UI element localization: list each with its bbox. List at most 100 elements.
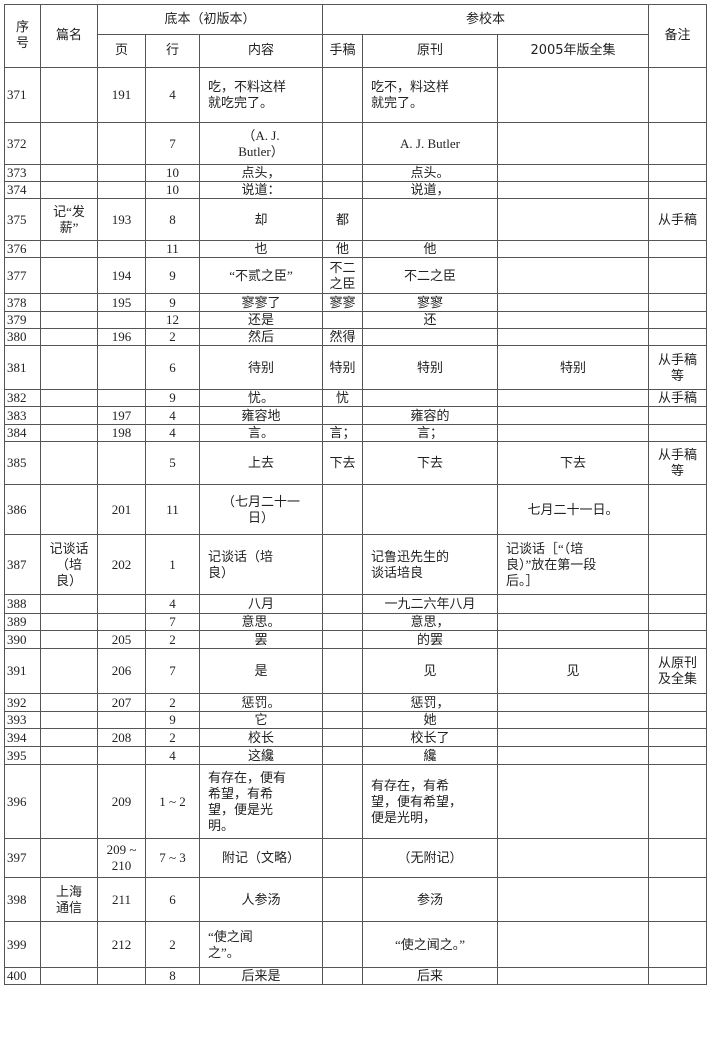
cell-title bbox=[40, 424, 98, 442]
cell-manuscript: 言； bbox=[322, 424, 364, 442]
cell-title bbox=[40, 613, 98, 631]
cell-seq: 379 bbox=[4, 311, 41, 329]
cell-line: 12 bbox=[145, 311, 200, 329]
cell-manuscript bbox=[322, 67, 364, 123]
cell-note: 从手稿 bbox=[648, 389, 708, 407]
header-seq: 序 号 bbox=[4, 4, 41, 68]
cell-content: 雍容地 bbox=[198, 406, 324, 425]
cell-manuscript bbox=[322, 728, 364, 747]
cell-content: 这纔 bbox=[198, 746, 324, 765]
table-row: 384 198 4 言。 言； 言； bbox=[4, 424, 708, 442]
cell-manuscript bbox=[322, 630, 364, 649]
cell-line: 4 bbox=[145, 424, 200, 442]
table-row: 390 205 2 罢 的罢 bbox=[4, 630, 708, 649]
cell-seq: 397 bbox=[4, 838, 41, 878]
cell-content: 然后 bbox=[198, 328, 324, 346]
cell-line: 4 bbox=[145, 406, 200, 425]
table-row: 386 201 11 （七月二十一 日） 七月二十一日。 bbox=[4, 484, 708, 535]
cell-title bbox=[40, 406, 98, 425]
cell-content: 点头， bbox=[198, 164, 324, 182]
cell-note: 从手稿 等 bbox=[648, 345, 708, 390]
cell-manuscript: 寥寥 bbox=[322, 293, 364, 312]
cell-note bbox=[648, 484, 708, 535]
cell-seq: 390 bbox=[4, 630, 41, 649]
cell-page: 193 bbox=[97, 198, 146, 241]
cell-title bbox=[40, 921, 98, 968]
cell-page: 207 bbox=[97, 693, 146, 712]
cell-manuscript: 都 bbox=[322, 198, 364, 241]
cell-title bbox=[40, 746, 98, 765]
cell-content: 忧。 bbox=[198, 389, 324, 407]
cell-page: 211 bbox=[97, 877, 146, 922]
cell-manuscript bbox=[322, 838, 364, 878]
cell-manuscript: 特别 bbox=[322, 345, 364, 390]
cell-edition2005: 记谈话［“（培 良）”放在第一段 后。］ bbox=[497, 534, 650, 595]
table-row: 389 7 意思。 意思， bbox=[4, 613, 708, 631]
cell-original: 纔 bbox=[362, 746, 499, 765]
cell-line: 7 bbox=[145, 648, 200, 694]
cell-line: 9 bbox=[145, 389, 200, 407]
cell-title bbox=[40, 293, 98, 312]
cell-title bbox=[40, 764, 98, 839]
cell-manuscript bbox=[322, 594, 364, 614]
cell-page: 209 bbox=[97, 764, 146, 839]
table-row: 400 8 后来是 后来 bbox=[4, 967, 708, 985]
cell-note bbox=[648, 594, 708, 614]
cell-manuscript bbox=[322, 648, 364, 694]
cell-note: 从原刊 及全集 bbox=[648, 648, 708, 694]
table-row: 383 197 4 雍容地 雍容的 bbox=[4, 406, 708, 425]
header-edition2005: 2005年版全集 bbox=[497, 34, 650, 68]
cell-content: 寥寥了 bbox=[198, 293, 324, 312]
cell-original: 见 bbox=[362, 648, 499, 694]
cell-page bbox=[97, 240, 146, 258]
cell-title bbox=[40, 711, 98, 729]
cell-original bbox=[362, 484, 499, 535]
cell-content: 意思。 bbox=[198, 613, 324, 631]
cell-note bbox=[648, 877, 708, 922]
cell-content: 附记（文略） bbox=[198, 838, 324, 878]
table-row: 385 5 上去 下去 下去 下去 从手稿 等 bbox=[4, 441, 708, 485]
cell-manuscript bbox=[322, 764, 364, 839]
cell-seq: 395 bbox=[4, 746, 41, 765]
cell-content: 上去 bbox=[198, 441, 324, 485]
table-row: 392 207 2 惩罚。 惩罚， bbox=[4, 693, 708, 712]
cell-edition2005 bbox=[497, 693, 650, 712]
cell-note bbox=[648, 328, 708, 346]
cell-original: 吃不，料这样 就完了。 bbox=[362, 67, 499, 123]
cell-note bbox=[648, 257, 708, 294]
cell-seq: 371 bbox=[4, 67, 41, 123]
cell-content: 还是 bbox=[198, 311, 324, 329]
cell-note bbox=[648, 711, 708, 729]
table-row: 375 记“发 薪” 193 8 却都 从手稿 bbox=[4, 198, 708, 241]
cell-note bbox=[648, 728, 708, 747]
cell-page bbox=[97, 164, 146, 182]
cell-title bbox=[40, 257, 98, 294]
cell-seq: 381 bbox=[4, 345, 41, 390]
cell-edition2005 bbox=[497, 389, 650, 407]
cell-page bbox=[97, 181, 146, 199]
header-line: 行 bbox=[145, 34, 200, 68]
cell-title: 记“发 薪” bbox=[40, 198, 98, 241]
cell-manuscript bbox=[322, 534, 364, 595]
cell-edition2005 bbox=[497, 311, 650, 329]
cell-page: 206 bbox=[97, 648, 146, 694]
cell-edition2005 bbox=[497, 293, 650, 312]
cell-line: 9 bbox=[145, 711, 200, 729]
cell-note bbox=[648, 67, 708, 123]
cell-page bbox=[97, 345, 146, 390]
cell-title bbox=[40, 594, 98, 614]
cell-note bbox=[648, 311, 708, 329]
cell-original: 一九二六年八月 bbox=[362, 594, 499, 614]
cell-title bbox=[40, 122, 98, 165]
table-row: 380 196 2 然后 然得 bbox=[4, 328, 708, 346]
cell-edition2005 bbox=[497, 164, 650, 182]
cell-title bbox=[40, 484, 98, 535]
cell-manuscript bbox=[322, 711, 364, 729]
table-row: 374 10 说道： 说道， bbox=[4, 181, 708, 199]
cell-seq: 383 bbox=[4, 406, 41, 425]
cell-content: 惩罚。 bbox=[198, 693, 324, 712]
cell-line: 7 bbox=[145, 613, 200, 631]
cell-content: 言。 bbox=[198, 424, 324, 442]
cell-title bbox=[40, 441, 98, 485]
cell-title bbox=[40, 630, 98, 649]
